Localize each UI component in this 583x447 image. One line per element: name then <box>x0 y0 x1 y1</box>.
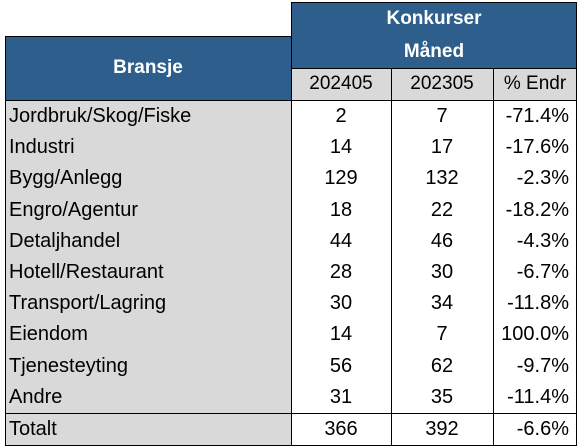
total-pct-endr: -6.6% <box>516 418 569 440</box>
pct-endr: -11.8% <box>507 292 569 315</box>
pct-endr: -71.4% <box>505 105 569 128</box>
value-202305: 7 <box>436 105 448 128</box>
value-202405: 2 <box>335 105 347 128</box>
value-202405: 56 <box>329 354 353 377</box>
bransje-cell: Transport/Lagring <box>5 288 291 320</box>
value-202305: 35 <box>430 385 454 408</box>
header-konkurser: Konkurser <box>291 2 577 36</box>
bransje-cell: Jordbruk/Skog/Fiske <box>5 101 291 133</box>
pct-endr: -2.3% <box>516 167 569 190</box>
rule-left <box>5 36 6 446</box>
rule-top-bransje <box>5 36 291 37</box>
value-202405: 18 <box>329 198 353 221</box>
pct-endr: -18.2% <box>505 198 569 221</box>
pct-endr: -11.4% <box>507 385 569 408</box>
value-202305: 30 <box>430 261 454 284</box>
rule-top-konkurser <box>291 2 577 3</box>
value-202405: 14 <box>329 136 353 159</box>
total-202305: 392 <box>425 418 459 440</box>
value-202405: 14 <box>329 323 353 346</box>
bransje-cell: Andre <box>5 381 291 413</box>
bransje-cell: Eiendom <box>5 319 291 351</box>
col-header-pct-endr: % Endr <box>493 68 577 100</box>
value-202305: 17 <box>430 136 454 159</box>
rule-col-202405 <box>391 68 392 446</box>
header-bransje: Bransje <box>5 36 291 100</box>
value-202305: 62 <box>430 354 454 377</box>
pct-endr: 100.0% <box>501 323 569 346</box>
col-header-202305: 202305 <box>391 68 493 100</box>
bransje-cell: Tjenesteyting <box>5 350 291 382</box>
bransje-cell: Hotell/Restaurant <box>5 257 291 289</box>
bransje-cell: Engro/Agentur <box>5 194 291 226</box>
pct-endr: -4.3% <box>516 229 569 252</box>
bransje-cell: Industri <box>5 132 291 164</box>
bransje-cell: Detaljhandel <box>5 225 291 257</box>
value-202305: 7 <box>436 323 448 346</box>
rule-header-sub <box>291 68 577 69</box>
value-202305: 22 <box>430 198 454 221</box>
total-202405: 366 <box>324 418 358 440</box>
rule-col-202305 <box>493 68 494 446</box>
pct-endr: -17.6% <box>505 136 569 159</box>
pct-endr: -9.7% <box>516 354 569 377</box>
value-202405: 44 <box>329 229 353 252</box>
value-202405: 28 <box>329 261 353 284</box>
col-header-202405: 202405 <box>291 68 391 100</box>
value-202305: 132 <box>425 167 459 190</box>
bransje-cell: Bygg/Anlegg <box>5 163 291 195</box>
value-202405: 30 <box>329 292 353 315</box>
rule-right <box>576 2 577 446</box>
value-202305: 34 <box>430 292 454 315</box>
value-202305: 46 <box>430 229 454 252</box>
value-202405: 31 <box>329 385 353 408</box>
total-label: Totalt <box>5 414 291 445</box>
header-maaned: Måned <box>291 36 577 68</box>
value-202405: 129 <box>324 167 358 190</box>
rule-col-divider <box>291 2 292 446</box>
pct-endr: -6.7% <box>516 261 569 284</box>
